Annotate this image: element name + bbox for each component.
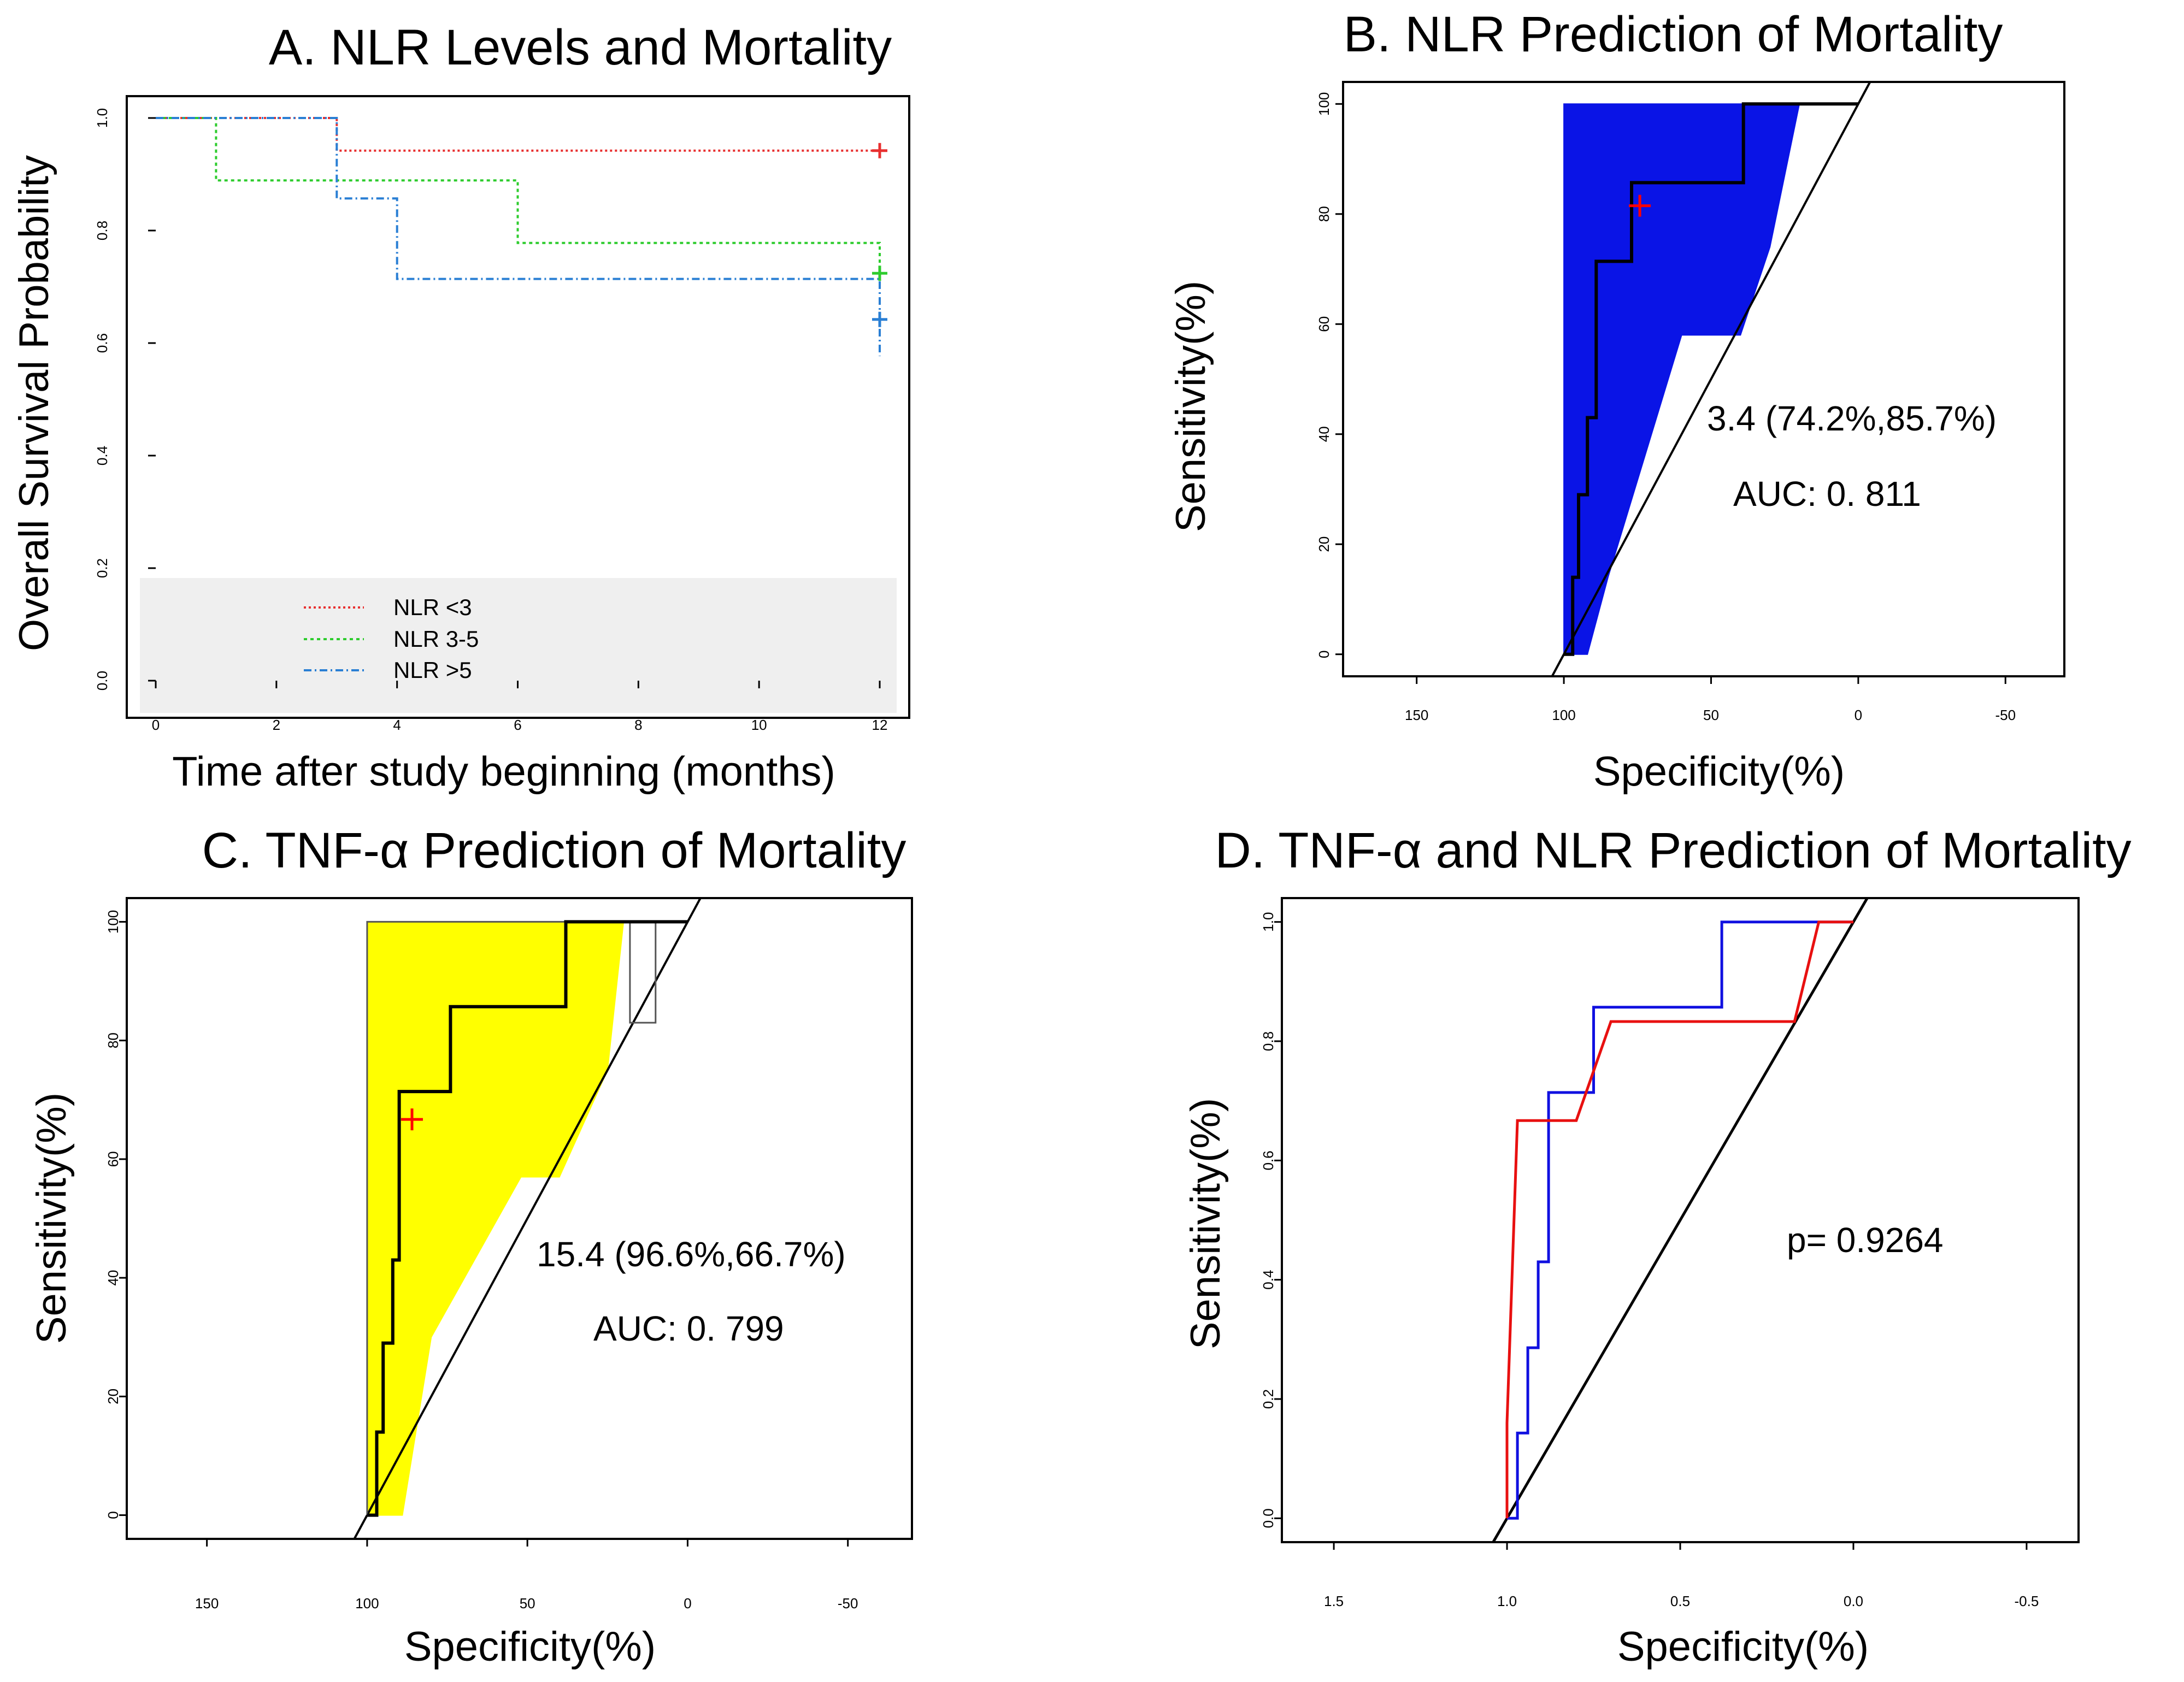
panel-a-x-tick-label: 12 — [872, 717, 888, 733]
panel-a-title: A. NLR Levels and Mortality — [269, 20, 892, 75]
legend-label-nlr-gt5: NLR >5 — [393, 657, 472, 683]
panel-b-x-tick-label: 50 — [1703, 707, 1719, 723]
panel-a-y-tick-label: 0.8 — [94, 221, 110, 240]
panel-d-x-tick-label: 1.5 — [1324, 1593, 1344, 1609]
panel-c-x-tick-label: 50 — [520, 1595, 535, 1612]
panel-c-plot-frame — [126, 897, 913, 1540]
panel-d-p-value-annotation: p= 0.9264 — [1787, 1220, 1944, 1260]
panel-b-ylabel: Sensitivity(%) — [1168, 281, 1214, 532]
panel-a-x-tick-label: 8 — [634, 717, 642, 733]
panel-a-y-tick-label: 1.0 — [94, 108, 110, 128]
panel-b-reference-diagonal — [1551, 81, 1871, 677]
panel-c-cutoff-annotation: 15.4 (96.6%,66.7%) — [537, 1235, 846, 1274]
panel-a-x-tick-label: 10 — [751, 717, 767, 733]
panel-c-x-tick-label: 100 — [355, 1595, 379, 1612]
panel-a-x-tick-label: 4 — [393, 717, 401, 733]
panel-c-y-tick-label: 60 — [105, 1151, 121, 1167]
panel-a-legend-box — [140, 578, 897, 713]
panel-b-y-tick-label: 100 — [1316, 92, 1332, 116]
panel-a-kaplan-meier: A. NLR Levels and Mortality 0 2 4 6 8 10 12 0.0… — [11, 20, 910, 795]
panel-d-y-tick-label: 0.8 — [1260, 1031, 1276, 1051]
panel-c-auc-annotation: AUC: 0. 799 — [593, 1309, 784, 1348]
panel-b-y-tick-label: 0 — [1316, 650, 1332, 658]
panel-d-y-tick-label: 0.0 — [1260, 1508, 1276, 1528]
panel-a-ylabel: Overall Survival Probability — [11, 155, 57, 651]
panel-b-x-tick-label: 100 — [1552, 707, 1575, 723]
panel-d-x-tick-label: 1.0 — [1497, 1593, 1517, 1609]
panel-c-reference-diagonal — [353, 898, 702, 1539]
panel-d-roc-curve-tnf- — [1505, 920, 1853, 1519]
panel-d-roc-curve-nlr — [1507, 920, 1853, 1520]
panel-d-roc-comparison: D. TNF-α and NLR Prediction of Mortality… — [1182, 823, 2132, 1670]
panel-c-x-tick-label: 0 — [684, 1595, 691, 1612]
panel-c-roc-curve — [367, 920, 688, 1517]
panel-c-title: C. TNF-α Prediction of Mortality — [202, 823, 906, 878]
panel-a-y-tick-label: 0.4 — [94, 446, 110, 465]
panel-b-y-tick-label: 40 — [1316, 426, 1332, 442]
panel-a-x-tick-label: 0 — [152, 717, 160, 733]
panel-c-y-tick-label: 0 — [105, 1511, 121, 1519]
panel-c-x-tick-label: 150 — [195, 1595, 219, 1612]
legend-label-nlr-lt3: NLR <3 — [393, 594, 472, 620]
panel-a-y-tick-label: 0.0 — [94, 671, 110, 690]
panel-b-y-tick-label: 20 — [1316, 536, 1332, 552]
legend-label-nlr-3-5: NLR 3-5 — [393, 626, 479, 652]
panel-b-xlabel: Specificity(%) — [1593, 748, 1845, 795]
panel-a-y-tick-label: 0.6 — [94, 333, 110, 353]
panel-b-y-tick-label: 80 — [1316, 206, 1332, 222]
panel-d-x-tick-label: -0.5 — [2015, 1593, 2039, 1609]
panel-b-plot-frame — [1342, 81, 2065, 677]
panel-b-title: B. NLR Prediction of Mortality — [1344, 7, 2003, 62]
panel-b-y-tick-label: 60 — [1316, 316, 1332, 332]
panel-d-x-tick-label: 0.0 — [1844, 1593, 1863, 1609]
panel-a-xlabel: Time after study beginning (months) — [172, 748, 835, 795]
km-curve-nlr-3-5 — [156, 117, 881, 274]
panel-a-y-tick-label: 0.2 — [94, 558, 110, 578]
panel-b-auc-annotation: AUC: 0. 811 — [1733, 474, 1921, 514]
panel-d-y-tick-label: 0.6 — [1260, 1150, 1276, 1170]
panel-a-x-tick-label: 6 — [514, 717, 521, 733]
panel-d-y-tick-label: 0.2 — [1260, 1389, 1276, 1409]
panel-c-ci-band — [366, 921, 625, 1516]
panel-b-ci-band — [1563, 103, 1800, 655]
panel-c-y-tick-label: 20 — [105, 1389, 121, 1404]
panel-a-legend: NLR <3 NLR 3-5 NLR >5 — [304, 594, 479, 683]
panel-a-x-tick-label: 2 — [273, 717, 280, 733]
panel-d-x-tick-label: 0.5 — [1670, 1593, 1690, 1609]
panel-c-x-tick-label: -50 — [838, 1595, 858, 1612]
panel-c-ylabel: Sensitivity(%) — [28, 1093, 75, 1344]
panel-d-ylabel: Sensitivity(%) — [1182, 1098, 1229, 1349]
panel-b-roc-curve — [1564, 102, 1858, 656]
panel-c-y-tick-label: 80 — [105, 1032, 121, 1048]
panel-c-tnf-roc: C. TNF-α Prediction of Mortality 150 100 5… — [28, 823, 913, 1670]
panel-b-x-tick-label: -50 — [1995, 707, 2016, 723]
panel-c-y-tick-label: 40 — [105, 1270, 121, 1286]
panel-d-title: D. TNF-α and NLR Prediction of Mortality — [1215, 823, 2131, 878]
panel-b-nlr-roc: B. NLR Prediction of Mortality 150 100 50 0… — [1168, 7, 2065, 795]
panel-b-x-tick-label: 150 — [1405, 707, 1428, 723]
km-curve-nlr-3 — [156, 117, 880, 152]
panel-c-xlabel: Specificity(%) — [404, 1624, 656, 1670]
panel-b-x-tick-label: 0 — [1855, 707, 1862, 723]
panel-d-reference-diagonal — [1492, 897, 1869, 1543]
panel-d-y-tick-label: 1.0 — [1260, 912, 1276, 932]
panel-b-cutoff-annotation: 3.4 (74.2%,85.7%) — [1707, 399, 1997, 438]
panel-d-xlabel: Specificity(%) — [1617, 1624, 1869, 1670]
panel-d-y-tick-label: 0.4 — [1260, 1270, 1276, 1290]
km-curve-nlr-5 — [156, 117, 881, 356]
panel-a-plot-frame — [126, 95, 910, 719]
panel-c-y-tick-label: 100 — [105, 910, 121, 934]
